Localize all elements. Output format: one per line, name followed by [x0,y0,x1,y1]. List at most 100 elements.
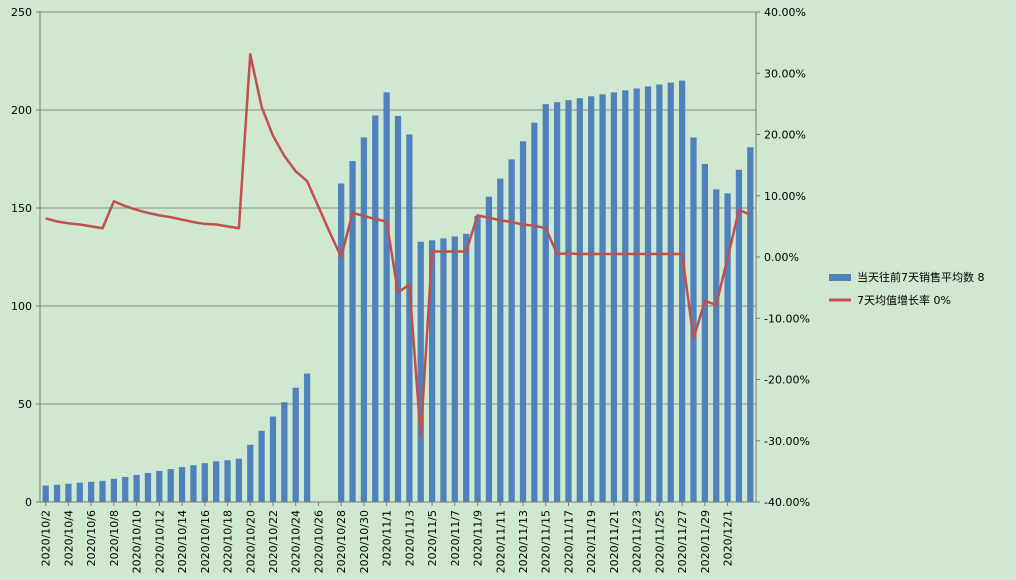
x-tick-label: 2020/11/9 [472,510,485,566]
bar [417,241,424,502]
bar [406,134,413,502]
bar [88,481,95,502]
legend-label-line: 7天均值增长率 0% [857,293,951,307]
x-tick-label: 2020/11/25 [653,510,666,573]
x-tick-label: 2020/11/7 [449,510,462,566]
bar [224,460,231,502]
bar [542,104,549,503]
bar [133,474,140,502]
x-tick-label: 2020/10/6 [85,510,98,566]
left-tick-label: 100 [11,300,32,313]
bar [303,373,311,502]
bar [690,137,697,502]
bar [269,416,277,502]
x-tick-label: 2020/10/24 [290,510,303,573]
x-tick-label: 2020/10/14 [176,510,189,573]
x-tick-label: 2020/10/18 [222,510,235,573]
bar [576,98,583,503]
right-tick-label: 40.00% [764,6,806,19]
growth-rate-line [45,53,751,438]
bar [394,115,402,502]
x-tick-label: 2020/10/28 [335,510,348,573]
bar [178,467,186,502]
bar [667,82,674,502]
bar [610,92,618,503]
left-tick-label: 50 [18,398,32,411]
bar [292,387,299,502]
left-tick-label: 200 [11,104,32,117]
bar [360,137,368,502]
x-tick-label: 2020/11/29 [699,510,712,573]
right-tick-label: -30.00% [764,435,810,448]
bar [383,92,390,503]
x-tick-label: 2020/11/23 [631,510,644,573]
x-tick-label: 2020/11/17 [562,510,575,573]
bar [372,115,379,502]
bar [258,430,265,502]
bar [144,472,152,502]
right-tick-label: -40.00% [764,496,810,509]
bar [451,236,458,503]
bar [42,485,49,502]
bar [156,471,163,502]
bar [747,147,754,503]
line-series [45,53,751,438]
legend-label-bar: 当天往前7天销售平均数 8 [857,270,985,284]
legend: 当天往前7天销售平均数 8 7天均值增长率 0% [829,270,985,307]
x-tick-label: 2020/12/1 [722,510,735,566]
x-tick-label: 2020/10/30 [358,510,371,573]
bar [633,88,640,502]
bar [497,178,504,502]
right-tick-label: -10.00% [764,312,810,325]
x-tick-label: 2020/10/4 [62,510,75,566]
bar [735,169,743,502]
bar [65,483,72,502]
bar [349,160,356,502]
x-tick-label: 2020/11/19 [585,510,598,573]
bar [440,238,447,502]
x-tick-label: 2020/10/22 [267,510,280,573]
right-tick-label: 0.00% [764,251,799,264]
bar [485,196,493,502]
legend-swatch-bar [829,274,851,281]
right-tick-label: -20.00% [764,374,810,387]
bar [247,444,254,502]
bar [167,469,174,502]
bar [724,193,731,503]
x-axis-ticks: 2020/10/2 2020/10/4 2020/10/6 2020/10/8 2020… [40,502,735,573]
bar [338,183,345,502]
bar [519,141,527,503]
bar [213,461,220,502]
x-tick-label: 2020/11/3 [403,510,416,566]
x-tick-label: 2020/11/13 [517,510,530,573]
bar [644,86,652,502]
bar [474,215,481,502]
bar [679,80,686,502]
bar-series [42,80,754,503]
left-axis-ticks: 0 50 100 150 200 250 [11,6,40,509]
bar [713,189,720,502]
bar [553,102,561,502]
bar [110,478,117,502]
bar [508,159,515,502]
bar [701,163,708,502]
bar [463,233,470,502]
bar [122,476,129,502]
x-tick-label: 2020/10/16 [199,510,212,573]
bar [599,94,606,502]
bar [622,90,629,503]
x-tick-label: 2020/11/5 [426,510,439,566]
bar [428,240,436,502]
x-tick-label: 2020/11/27 [676,510,689,573]
x-tick-label: 2020/11/21 [608,510,621,573]
x-tick-label: 2020/10/20 [244,510,257,573]
bar [656,84,663,503]
right-tick-label: 30.00% [764,67,806,80]
bar [190,465,197,502]
x-tick-label: 2020/10/10 [131,510,144,573]
right-tick-label: 20.00% [764,129,806,142]
bar [235,458,243,502]
bar [588,96,595,502]
x-tick-label: 2020/11/15 [540,510,553,573]
